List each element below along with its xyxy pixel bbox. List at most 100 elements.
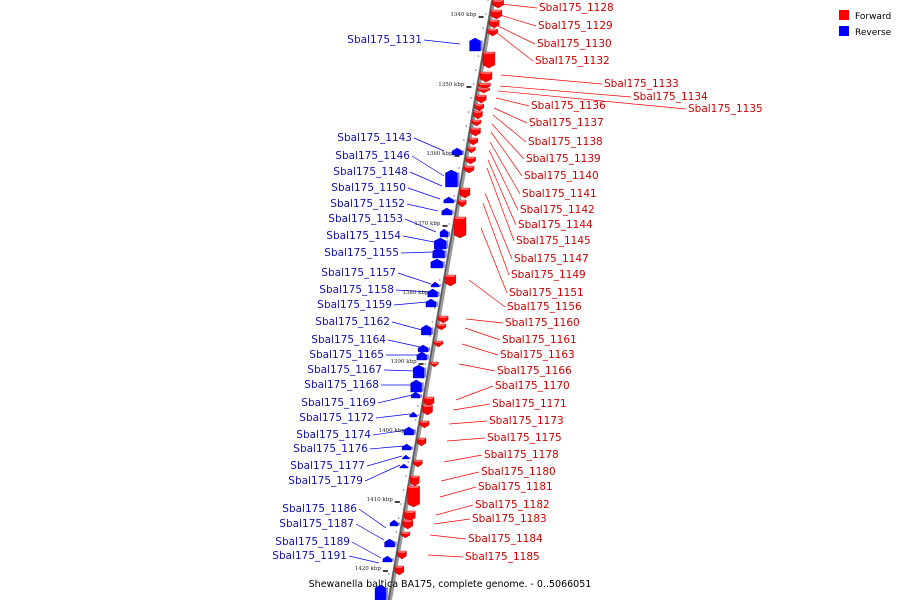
forward-gene-feature[interactable] [470,127,481,137]
reverse-gene-feature[interactable] [432,247,447,259]
forward-gene-feature[interactable] [487,28,498,37]
reverse-gene-feature[interactable] [410,379,424,393]
forward-gene-label[interactable]: Sbal175_1144 [518,219,593,231]
forward-gene-label[interactable]: Sbal175_1175 [487,432,562,444]
forward-gene-feature[interactable] [457,199,467,208]
forward-gene-label[interactable]: Sbal175_1139 [526,153,601,165]
reverse-gene-label[interactable]: Sbal175_1165 [309,349,384,361]
reverse-gene-label[interactable]: Sbal175_1150 [331,182,406,194]
reverse-gene-label[interactable]: Sbal175_1168 [304,379,379,391]
forward-gene-feature[interactable] [436,323,447,331]
forward-gene-feature[interactable] [473,110,483,120]
forward-gene-feature[interactable] [437,315,449,324]
reverse-gene-feature[interactable] [399,463,410,469]
reverse-gene-label[interactable]: Sbal175_1164 [311,334,386,346]
forward-gene-label[interactable]: Sbal175_1166 [497,365,572,377]
reverse-gene-feature[interactable] [409,411,419,418]
forward-gene-label[interactable]: Sbal175_1171 [492,398,567,410]
forward-gene-label[interactable]: Sbal175_1180 [481,466,556,478]
forward-gene-feature[interactable] [475,94,487,104]
forward-gene-label[interactable]: Sbal175_1183 [472,513,547,525]
forward-gene-feature[interactable] [459,187,471,199]
forward-gene-feature[interactable] [465,156,476,165]
forward-gene-label[interactable]: Sbal175_1142 [520,204,595,216]
forward-gene-label[interactable]: Sbal175_1173 [489,415,564,427]
forward-gene-feature[interactable] [468,137,479,146]
reverse-gene-label[interactable]: Sbal175_1172 [299,412,374,424]
forward-gene-feature[interactable] [404,510,416,522]
reverse-gene-label[interactable]: Sbal175_1154 [326,230,401,242]
forward-gene-feature[interactable] [430,361,439,368]
reverse-gene-feature[interactable] [401,443,414,451]
forward-gene-label[interactable]: Sbal175_1184 [468,533,543,545]
forward-gene-label[interactable]: Sbal175_1135 [688,103,763,115]
forward-gene-feature[interactable] [492,0,504,9]
forward-gene-feature[interactable] [433,340,444,348]
reverse-gene-feature[interactable] [382,555,394,563]
reverse-gene-label[interactable]: Sbal175_1169 [301,397,376,409]
reverse-gene-feature[interactable] [430,281,442,288]
forward-gene-feature[interactable] [413,459,423,468]
forward-gene-feature[interactable] [463,165,475,174]
forward-gene-feature[interactable] [397,550,407,560]
reverse-gene-label[interactable]: Sbal175_1162 [315,316,390,328]
reverse-gene-feature[interactable] [430,258,445,269]
forward-gene-feature[interactable] [490,9,502,20]
forward-gene-feature[interactable] [422,404,433,416]
reverse-gene-label[interactable]: Sbal175_1131 [347,34,422,46]
forward-gene-feature[interactable] [477,87,490,94]
forward-gene-label[interactable]: Sbal175_1128 [539,2,614,14]
reverse-gene-label[interactable]: Sbal175_1146 [335,150,410,162]
forward-gene-feature[interactable] [453,216,467,239]
forward-gene-label[interactable]: Sbal175_1137 [529,117,604,129]
forward-gene-label[interactable]: Sbal175_1134 [633,91,708,103]
reverse-gene-label[interactable]: Sbal175_1176 [293,443,368,455]
forward-gene-label[interactable]: Sbal175_1133 [604,78,679,90]
forward-gene-label[interactable]: Sbal175_1149 [511,269,586,281]
reverse-gene-feature[interactable] [425,298,438,308]
reverse-gene-feature[interactable] [402,454,412,460]
forward-gene-feature[interactable] [474,103,484,112]
reverse-gene-label[interactable]: Sbal175_1152 [330,198,405,210]
forward-gene-feature[interactable] [482,51,496,69]
reverse-gene-feature[interactable] [417,344,431,353]
forward-gene-label[interactable]: Sbal175_1145 [516,235,591,247]
reverse-gene-label[interactable]: Sbal175_1189 [275,536,350,548]
reverse-gene-label[interactable]: Sbal175_1186 [282,503,357,515]
forward-gene-label[interactable]: Sbal175_1130 [537,38,612,50]
reverse-gene-label[interactable]: Sbal175_1148 [333,166,408,178]
forward-gene-label[interactable]: Sbal175_1156 [507,301,582,313]
reverse-gene-label[interactable]: Sbal175_1177 [290,460,365,472]
forward-gene-label[interactable]: Sbal175_1160 [505,317,580,329]
reverse-gene-feature[interactable] [441,207,454,216]
forward-gene-feature[interactable] [394,565,405,576]
forward-gene-feature[interactable] [467,146,476,154]
forward-gene-label[interactable]: Sbal175_1163 [500,349,575,361]
forward-gene-feature[interactable] [423,396,435,407]
forward-gene-feature[interactable] [416,437,427,447]
forward-gene-label[interactable]: Sbal175_1136 [531,100,606,112]
reverse-gene-feature[interactable] [384,538,397,548]
reverse-gene-feature[interactable] [403,426,416,436]
forward-gene-feature[interactable] [488,19,500,29]
forward-gene-label[interactable]: Sbal175_1138 [528,136,603,148]
forward-gene-label[interactable]: Sbal175_1151 [509,287,584,299]
forward-gene-label[interactable]: Sbal175_1182 [475,499,550,511]
reverse-gene-label[interactable]: Sbal175_1157 [321,267,396,279]
forward-gene-feature[interactable] [471,119,482,127]
reverse-gene-feature[interactable] [451,147,465,156]
forward-gene-feature[interactable] [444,274,457,287]
reverse-gene-feature[interactable] [439,228,451,238]
forward-gene-feature[interactable] [400,531,411,539]
reverse-gene-label[interactable]: Sbal175_1155 [324,247,399,259]
reverse-gene-label[interactable]: Sbal175_1179 [288,475,363,487]
forward-gene-label[interactable]: Sbal175_1170 [495,380,570,392]
forward-gene-label[interactable]: Sbal175_1129 [538,20,613,32]
forward-gene-label[interactable]: Sbal175_1178 [484,449,559,461]
reverse-gene-label[interactable]: Sbal175_1174 [296,429,371,441]
forward-gene-label[interactable]: Sbal175_1147 [514,253,589,265]
forward-gene-label[interactable]: Sbal175_1161 [502,334,577,346]
forward-gene-feature[interactable] [407,485,420,508]
reverse-gene-label[interactable]: Sbal175_1191 [272,550,347,562]
